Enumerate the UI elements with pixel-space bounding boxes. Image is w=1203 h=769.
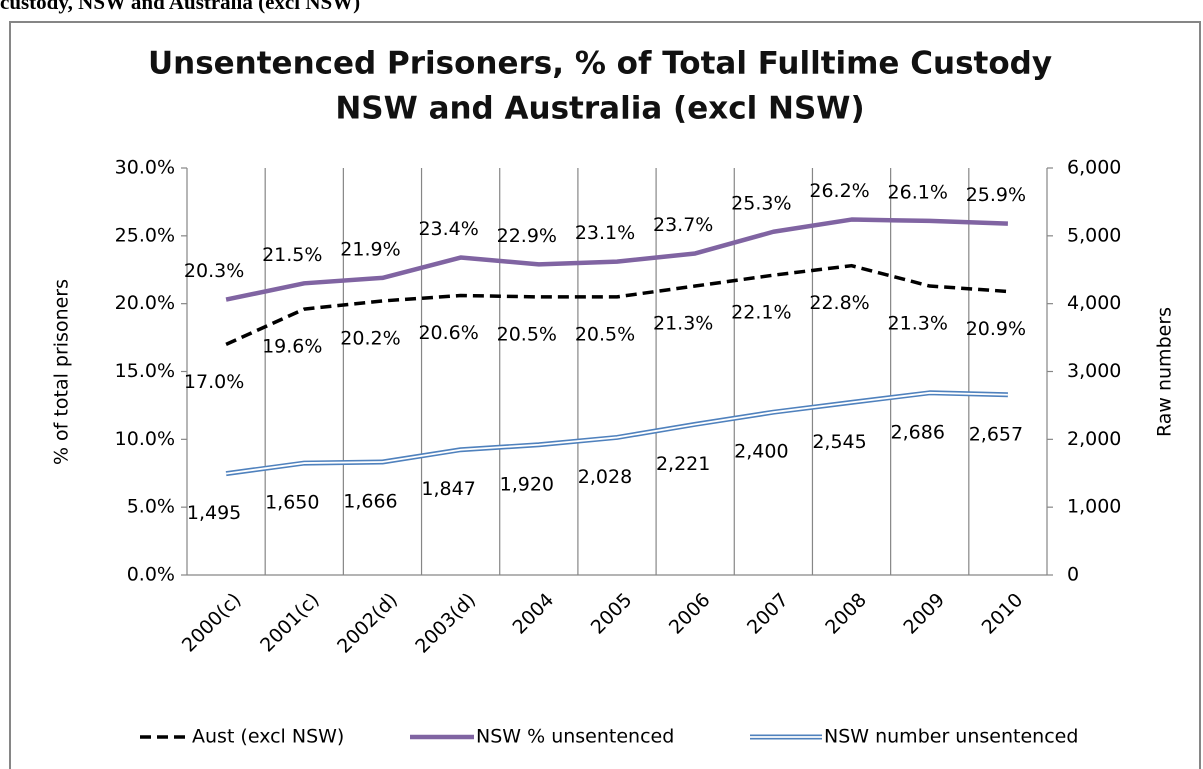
data-label: 2,545 [812,431,866,453]
data-label: 20.3% [184,260,244,282]
data-label: 20.6% [418,322,478,344]
y-tick-label: 0.0% [127,564,175,586]
data-label: 20.5% [497,323,557,345]
data-label: 26.2% [809,180,869,202]
y2-tick-label: 0 [1067,564,1079,586]
data-label: 19.6% [262,336,322,358]
data-label: 2,686 [891,421,945,443]
data-label: 2,028 [578,466,632,488]
y-tick-label: 30.0% [115,157,175,179]
chart-title: NSW and Australia (excl NSW) [335,91,864,127]
legend-label: NSW % unsentenced [476,726,674,748]
series-line [225,217,1008,302]
data-label: 21.9% [340,238,400,260]
y2-tick-label: 3,000 [1067,360,1121,382]
y2-tick-label: 5,000 [1067,224,1121,246]
caption: custody, NSW and Australia (excl NSW) [0,0,360,14]
y-tick-label: 20.0% [115,292,175,314]
data-label: 23.4% [418,218,478,240]
data-label: 21.5% [262,244,322,266]
data-label: 22.8% [809,292,869,314]
data-label: 21.3% [888,313,948,335]
y-tick-label: 10.0% [115,428,175,450]
legend-label: Aust (excl NSW) [192,726,344,748]
y2-tick-label: 4,000 [1067,292,1121,314]
data-label: 21.3% [653,313,713,335]
y-tick-label: 5.0% [127,496,175,518]
legend-label: NSW number unsentenced [824,726,1078,748]
data-label: 1,847 [421,478,475,500]
y2-axis-label: Raw numbers [1154,307,1176,437]
data-label: 25.9% [966,184,1026,206]
data-label: 25.3% [731,192,791,214]
y-tick-label: 25.0% [115,224,175,246]
y-tick-label: 15.0% [115,360,175,382]
data-label: 2,400 [734,441,788,463]
data-label: 1,920 [500,473,554,495]
data-label: 2,657 [969,423,1023,445]
data-label: 20.5% [575,323,635,345]
data-label: 22.9% [497,225,557,247]
chart-frame [9,21,1201,769]
data-label: 1,495 [187,502,241,524]
chart-title: Unsentenced Prisoners, % of Total Fullti… [148,46,1052,82]
data-label: 23.7% [653,214,713,236]
data-label: 1,666 [343,490,397,512]
data-label: 20.9% [966,318,1026,340]
data-label: 2,221 [656,453,710,475]
data-label: 20.2% [340,327,400,349]
y2-tick-label: 6,000 [1067,157,1121,179]
series-line-inner [225,391,1008,475]
data-label: 1,650 [265,492,319,514]
y2-tick-label: 1,000 [1067,496,1121,518]
data-label: 23.1% [575,222,635,244]
data-label: 17.0% [184,371,244,393]
y2-tick-label: 2,000 [1067,428,1121,450]
data-label: 22.1% [731,302,791,324]
data-label: 26.1% [888,181,948,203]
y-axis-label: % of total prisoners [51,279,73,465]
series-line [225,263,1009,346]
